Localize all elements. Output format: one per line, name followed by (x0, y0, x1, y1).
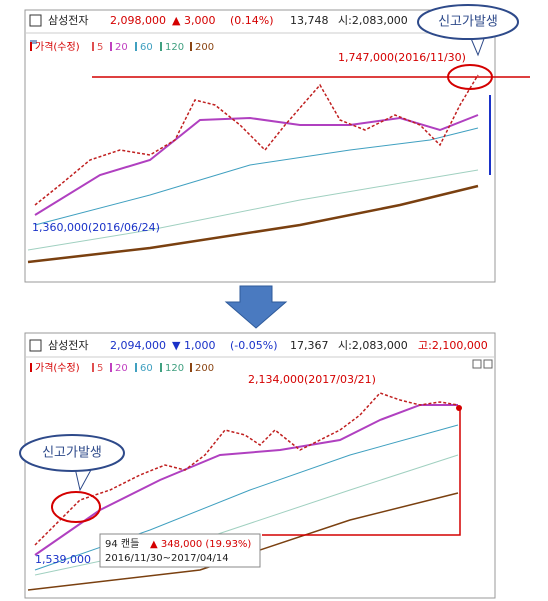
legend: 가격(수정) 5 20 60 120 200 (30, 40, 214, 53)
price: 2,098,000 (110, 14, 166, 27)
legend-item: 200 (195, 42, 214, 53)
ma-line (34, 114, 479, 216)
low-label: 1,360,000(2016/06/24) (32, 221, 160, 234)
legend-icon (30, 40, 37, 44)
stock-name: 삼성전자 (48, 14, 88, 27)
callout (417, 4, 519, 40)
price-line (34, 74, 479, 206)
legend: 가격(수정) 5 20 60 120 200 (30, 361, 214, 374)
ma-line (34, 127, 479, 226)
legend-item: 60 (140, 363, 153, 374)
callout-text: 신고가발생 (42, 446, 102, 461)
tooltip-change: ▲ 348,000 (19.93%) (150, 539, 251, 550)
change-pct: (0.14%) (230, 14, 274, 27)
change: ▼ 1,000 (172, 339, 215, 352)
tooltip-count: 94 캔들 (105, 538, 139, 550)
ma-line (34, 404, 458, 556)
legend-item: 가격(수정) (35, 40, 80, 53)
change: ▲ 3,000 (172, 14, 215, 27)
callout-text: 신고가발생 (438, 15, 498, 30)
checkbox[interactable] (29, 339, 42, 352)
legend-item: 60 (140, 42, 153, 53)
tooltip-period: 2016/11/30~2017/04/14 (105, 553, 229, 564)
low-label: 1,539,000 (35, 553, 91, 566)
high: 고:2,100,000 (418, 339, 488, 352)
legend-item: 20 (115, 42, 128, 53)
change-pct: (-0.05%) (230, 339, 278, 352)
price-line (34, 392, 459, 546)
ma-line (27, 184, 479, 264)
legend-item: 가격(수정) (35, 361, 80, 374)
highlight-ellipse (51, 491, 101, 523)
volume: 17,367 (290, 339, 329, 352)
price: 2,094,000 (110, 339, 166, 352)
legend-item: 200 (195, 363, 214, 374)
stock-name: 삼성전자 (48, 339, 88, 352)
checkbox[interactable] (29, 14, 42, 27)
chart-panel: 삼성전자 2,098,000 ▲ 3,000 (0.14%) 13,748 시:… (24, 4, 530, 283)
legend-item: 5 (97, 42, 103, 53)
legend-item: 120 (165, 42, 184, 53)
legend-item: 20 (115, 363, 128, 374)
ma-line (27, 492, 459, 591)
legend-item: 5 (97, 363, 103, 374)
down-arrow (224, 285, 288, 329)
window-button[interactable] (472, 359, 482, 369)
volume: 13,748 (290, 14, 329, 27)
panel-frame (24, 9, 496, 283)
highlight-ellipse (447, 64, 493, 90)
high-label: 2,134,000(2017/03/21) (248, 373, 376, 386)
high-label: 1,747,000(2016/11/30) (338, 51, 466, 64)
chart-panel: 삼성전자 2,094,000 ▼ 1,000 (-0.05%) 17,367 시… (19, 332, 496, 599)
legend-item: 120 (165, 363, 184, 374)
callout (19, 434, 125, 472)
tooltip (99, 533, 261, 568)
open: 시:2,083,000 (338, 339, 408, 352)
window-button[interactable] (483, 359, 493, 369)
ma-line (27, 169, 479, 251)
open: 시:2,083,000 (338, 14, 408, 27)
